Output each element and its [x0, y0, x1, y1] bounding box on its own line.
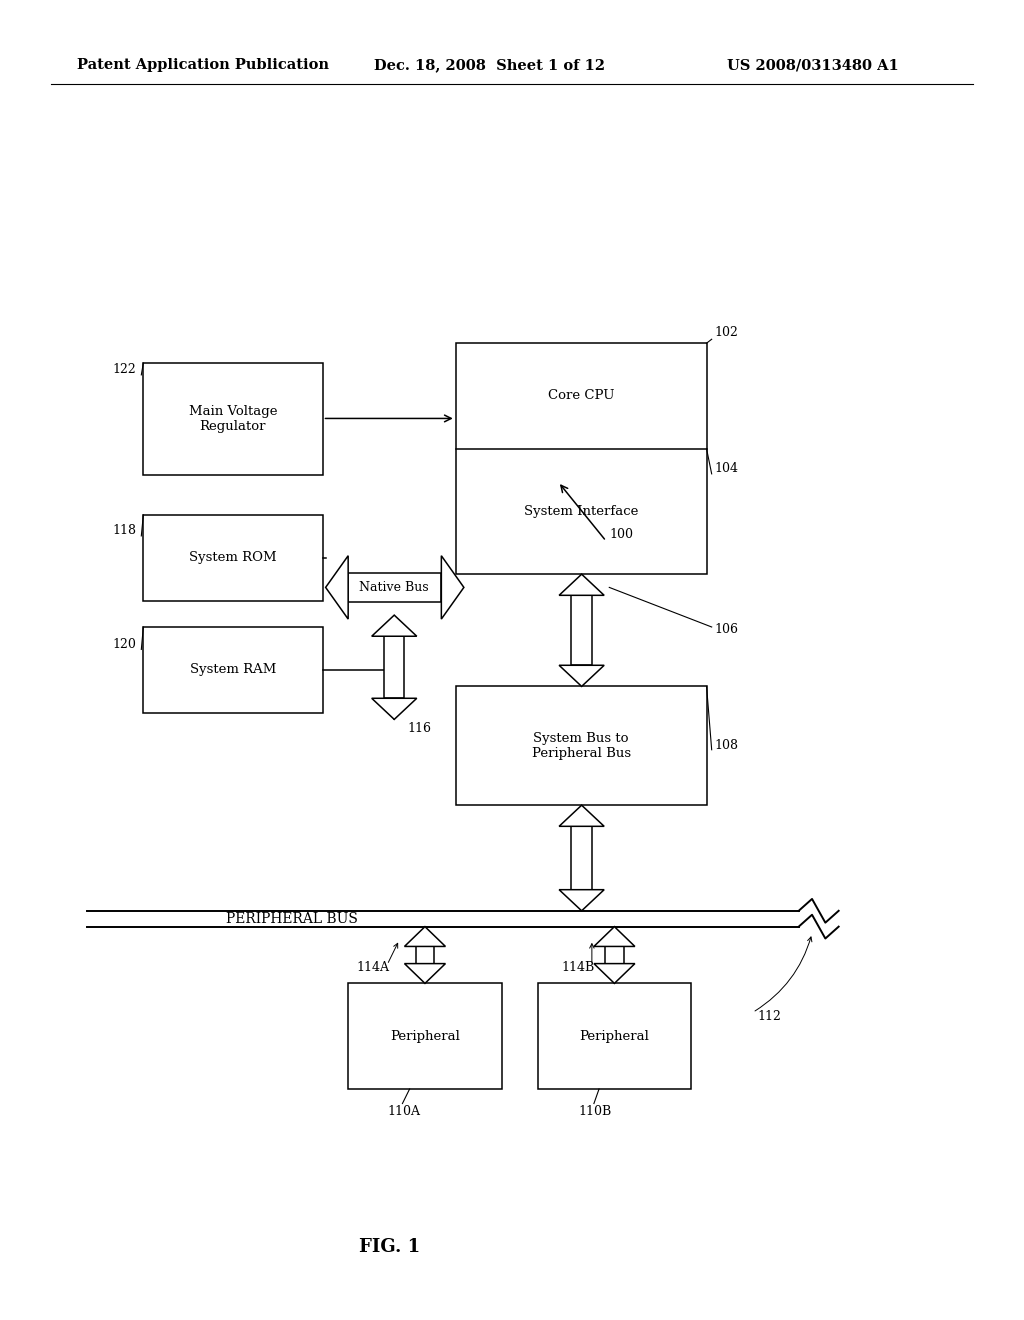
Text: Peripheral: Peripheral [390, 1030, 460, 1043]
Text: FIG. 1: FIG. 1 [358, 1238, 420, 1257]
Bar [605, 946, 624, 964]
Polygon shape [372, 615, 417, 636]
Polygon shape [372, 698, 417, 719]
Text: 102: 102 [715, 326, 738, 339]
Text: 100: 100 [609, 528, 633, 541]
Text: System RAM: System RAM [189, 664, 276, 676]
Text: 122: 122 [113, 363, 136, 376]
Bar [416, 946, 434, 964]
Text: 112: 112 [758, 1010, 781, 1023]
Bar [538, 983, 691, 1089]
Text: System ROM: System ROM [189, 552, 276, 564]
Text: 104: 104 [715, 462, 738, 475]
Text: US 2008/0313480 A1: US 2008/0313480 A1 [727, 58, 899, 73]
Bar [456, 686, 707, 805]
Text: Main Voltage
Regulator: Main Voltage Regulator [188, 405, 278, 433]
Bar [456, 343, 707, 574]
Text: 110A: 110A [387, 1105, 420, 1118]
Text: 118: 118 [113, 524, 136, 537]
Polygon shape [404, 927, 445, 946]
Polygon shape [404, 964, 445, 983]
Text: System Bus to
Peripheral Bus: System Bus to Peripheral Bus [531, 731, 631, 760]
Bar [348, 983, 502, 1089]
Polygon shape [559, 665, 604, 686]
Polygon shape [594, 964, 635, 983]
Bar [143, 515, 323, 601]
Text: System Interface: System Interface [524, 506, 638, 517]
Bar [571, 595, 592, 665]
Text: 116: 116 [408, 722, 431, 735]
Bar [143, 627, 323, 713]
Text: Dec. 18, 2008  Sheet 1 of 12: Dec. 18, 2008 Sheet 1 of 12 [374, 58, 605, 73]
Text: 120: 120 [113, 638, 136, 651]
Text: PERIPHERAL BUS: PERIPHERAL BUS [226, 912, 357, 925]
Bar [384, 636, 404, 698]
Polygon shape [326, 556, 348, 619]
Text: 108: 108 [715, 739, 738, 752]
Text: Patent Application Publication: Patent Application Publication [77, 58, 329, 73]
Bar [571, 826, 592, 890]
Polygon shape [559, 805, 604, 826]
Bar [348, 573, 441, 602]
Polygon shape [559, 890, 604, 911]
Text: 114A: 114A [356, 961, 389, 974]
Polygon shape [594, 927, 635, 946]
Text: 114B: 114B [561, 961, 594, 974]
Bar [143, 363, 323, 475]
Text: 106: 106 [715, 623, 738, 636]
Text: Peripheral: Peripheral [580, 1030, 649, 1043]
Text: Native Bus: Native Bus [359, 581, 429, 594]
Text: Core CPU: Core CPU [548, 389, 614, 403]
Text: 110B: 110B [579, 1105, 611, 1118]
Polygon shape [441, 556, 464, 619]
Polygon shape [559, 574, 604, 595]
